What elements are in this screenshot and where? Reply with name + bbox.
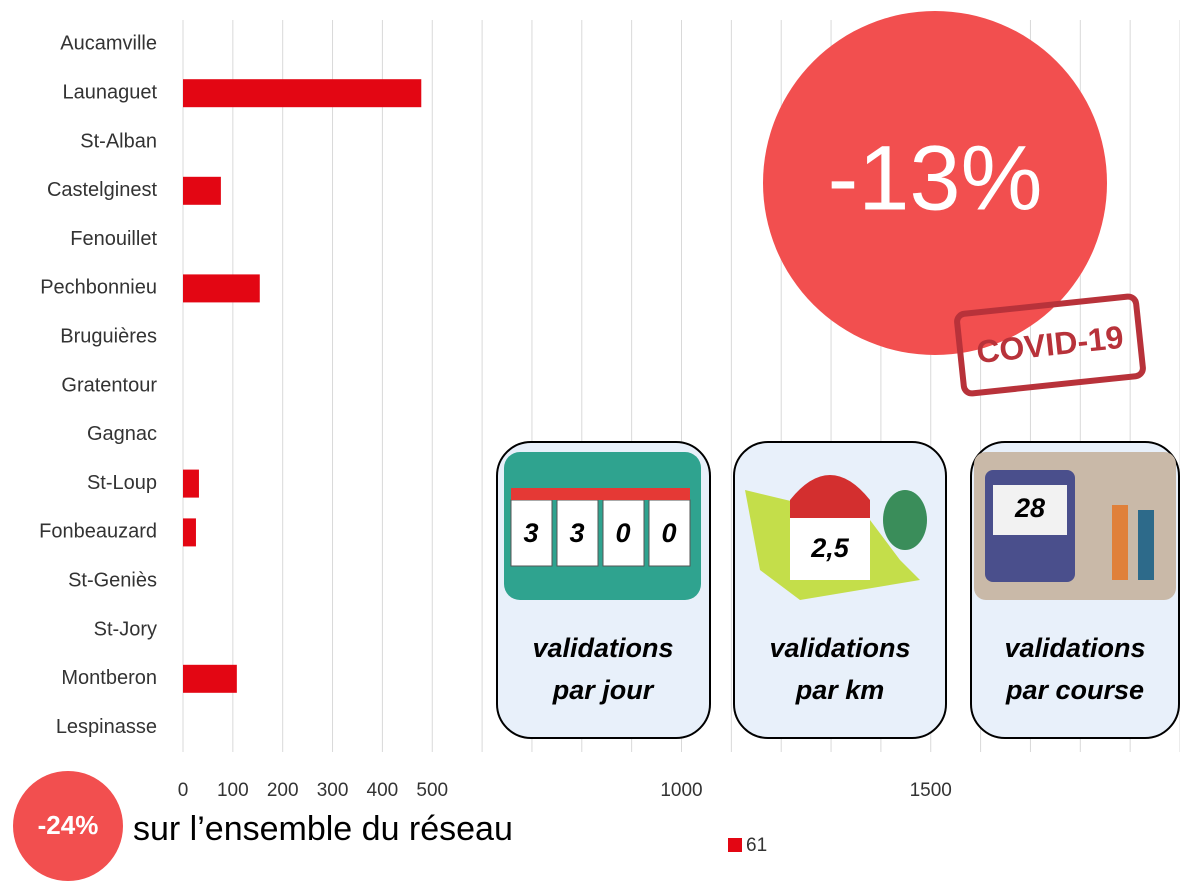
x-tick-label: 500	[416, 780, 448, 801]
y-tick-label: Aucamville	[60, 33, 157, 55]
y-tick-label: Montberon	[61, 667, 157, 689]
y-tick-label: St-Geniès	[68, 569, 157, 591]
card: 28 validations par course	[971, 442, 1179, 738]
bar	[183, 665, 237, 693]
x-tick-label: 400	[367, 780, 399, 801]
badge-text: -13%	[828, 127, 1043, 229]
x-tick-label: 100	[217, 780, 249, 801]
y-tick-label: Bruguières	[60, 325, 157, 347]
card: 3 3 0 0 validations par jour	[497, 442, 710, 738]
x-tick-label: 300	[317, 780, 349, 801]
card: 2,5 validations par km	[734, 442, 946, 738]
tile-top	[511, 488, 690, 500]
y-tick-label: Gagnac	[87, 423, 157, 445]
legend-swatch	[728, 838, 742, 852]
figure-digit: 3	[569, 518, 584, 548]
card-caption: par km	[795, 675, 885, 705]
bars	[183, 79, 421, 693]
legend-label: 61	[746, 835, 767, 856]
x-tick-label: 1000	[660, 780, 702, 801]
bar	[183, 470, 199, 498]
card-caption: par jour	[552, 675, 655, 705]
card-caption: validations	[1004, 633, 1145, 663]
y-tick-label: Lespinasse	[56, 716, 157, 738]
figure-digit: 0	[615, 518, 630, 548]
figure-digit: 0	[661, 518, 676, 548]
x-tick-label: 200	[267, 780, 299, 801]
y-tick-label: St-Jory	[94, 618, 157, 640]
y-tick-label: Fenouillet	[70, 228, 157, 250]
bar	[183, 177, 221, 205]
duck	[883, 490, 927, 550]
card-caption: validations	[532, 633, 673, 663]
footer-badge-text: -24%	[38, 810, 99, 840]
footer-text: sur l’ensemble du réseau	[133, 810, 513, 848]
card-caption: par course	[1005, 675, 1144, 705]
y-tick-label: Launaguet	[62, 81, 157, 103]
y-tick-label: St-Loup	[87, 472, 157, 494]
person	[1138, 510, 1154, 580]
x-tick-label: 0	[178, 780, 189, 801]
y-tick-label: Gratentour	[61, 374, 157, 396]
bar	[183, 79, 421, 107]
bar	[183, 518, 196, 546]
bar	[183, 274, 260, 302]
y-tick-label: Pechbonnieu	[40, 277, 157, 299]
y-tick-label: Castelginest	[47, 179, 158, 201]
card-caption: validations	[769, 633, 910, 663]
figure: 2,5	[810, 533, 850, 563]
x-tick-label: 1500	[910, 780, 952, 801]
chart: -13% COVID-19 3 3 0 0 validations par jo…	[0, 0, 1180, 882]
y-tick-label: St-Alban	[80, 130, 157, 152]
figure: 28	[1014, 493, 1045, 523]
y-tick-label: Fonbeauzard	[39, 521, 157, 543]
person	[1112, 505, 1128, 580]
figure-digit: 3	[523, 518, 538, 548]
